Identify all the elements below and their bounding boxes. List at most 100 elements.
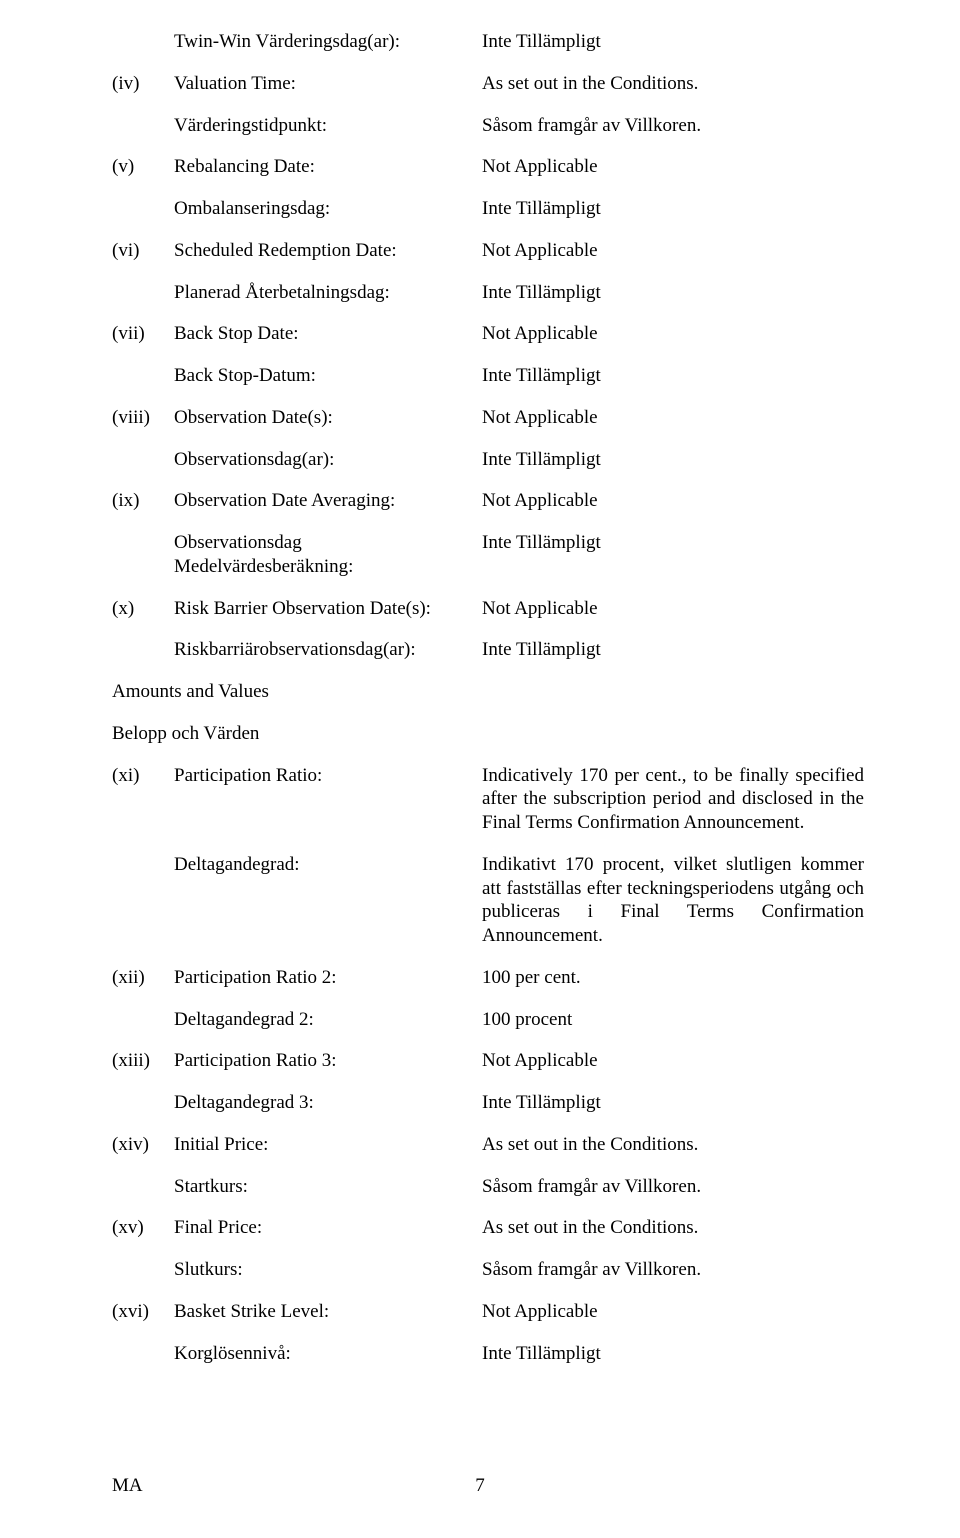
field-value: Not Applicable bbox=[482, 155, 864, 179]
field-label: Observation Date Averaging: bbox=[174, 489, 482, 513]
field-label: Final Price: bbox=[174, 1216, 482, 1240]
section-heading: Amounts and Values bbox=[112, 680, 864, 704]
field-value: Not Applicable bbox=[482, 406, 864, 430]
field-row: (v) Rebalancing Date: Not Applicable bbox=[112, 155, 864, 179]
field-row: (viii) Observation Date(s): Not Applicab… bbox=[112, 406, 864, 430]
numeral: (viii) bbox=[112, 406, 174, 430]
page-number: 7 bbox=[0, 1474, 960, 1498]
field-row: (xv) Final Price: As set out in the Cond… bbox=[112, 1216, 864, 1240]
numeral: (xvi) bbox=[112, 1300, 174, 1324]
field-row: (xiii) Participation Ratio 3: Not Applic… bbox=[112, 1049, 864, 1073]
field-label: Back Stop-Datum: bbox=[174, 364, 482, 388]
field-label: Startkurs: bbox=[174, 1175, 482, 1199]
numeral bbox=[112, 30, 174, 54]
field-label: Initial Price: bbox=[174, 1133, 482, 1157]
field-value: Inte Tillämpligt bbox=[482, 531, 864, 579]
field-value: Indikativt 170 procent, vilket slutligen… bbox=[482, 853, 864, 948]
numeral: (xi) bbox=[112, 764, 174, 835]
numeral bbox=[112, 1175, 174, 1199]
field-row: (xii) Participation Ratio 2: 100 per cen… bbox=[112, 966, 864, 990]
field-value: Inte Tillämpligt bbox=[482, 30, 864, 54]
field-row: (vi) Scheduled Redemption Date: Not Appl… bbox=[112, 239, 864, 263]
field-label: Valuation Time: bbox=[174, 72, 482, 96]
field-row: (xvi) Basket Strike Level: Not Applicabl… bbox=[112, 1300, 864, 1324]
field-label: Participation Ratio: bbox=[174, 764, 482, 835]
field-row: Observationsdag(ar): Inte Tillämpligt bbox=[112, 448, 864, 472]
numeral bbox=[112, 638, 174, 662]
field-label: Deltagandegrad 3: bbox=[174, 1091, 482, 1115]
field-row: Ombalanseringsdag: Inte Tillämpligt bbox=[112, 197, 864, 221]
field-value: Not Applicable bbox=[482, 322, 864, 346]
numeral bbox=[112, 281, 174, 305]
field-label: Participation Ratio 3: bbox=[174, 1049, 482, 1073]
field-value: 100 per cent. bbox=[482, 966, 864, 990]
field-value: Not Applicable bbox=[482, 1049, 864, 1073]
numeral bbox=[112, 853, 174, 948]
content-area: Twin-Win Värderingsdag(ar): Inte Tillämp… bbox=[112, 30, 864, 1383]
field-label: Observationsdag(ar): bbox=[174, 448, 482, 472]
field-row: (xi) Participation Ratio: Indicatively 1… bbox=[112, 764, 864, 835]
field-row: (x) Risk Barrier Observation Date(s): No… bbox=[112, 597, 864, 621]
field-value: Not Applicable bbox=[482, 239, 864, 263]
field-row: (ix) Observation Date Averaging: Not App… bbox=[112, 489, 864, 513]
field-row: Startkurs: Såsom framgår av Villkoren. bbox=[112, 1175, 864, 1199]
numeral: (vi) bbox=[112, 239, 174, 263]
page: Twin-Win Värderingsdag(ar): Inte Tillämp… bbox=[0, 0, 960, 1538]
field-row: Back Stop-Datum: Inte Tillämpligt bbox=[112, 364, 864, 388]
numeral bbox=[112, 364, 174, 388]
field-label: Ombalanseringsdag: bbox=[174, 197, 482, 221]
numeral: (x) bbox=[112, 597, 174, 621]
numeral bbox=[112, 1342, 174, 1366]
field-label: Basket Strike Level: bbox=[174, 1300, 482, 1324]
field-label: Scheduled Redemption Date: bbox=[174, 239, 482, 263]
field-row: Deltagandegrad: Indikativt 170 procent, … bbox=[112, 853, 864, 948]
field-value: Såsom framgår av Villkoren. bbox=[482, 114, 864, 138]
field-value: Inte Tillämpligt bbox=[482, 364, 864, 388]
field-row: Värderingstidpunkt: Såsom framgår av Vil… bbox=[112, 114, 864, 138]
field-row: (iv) Valuation Time: As set out in the C… bbox=[112, 72, 864, 96]
field-label: Twin-Win Värderingsdag(ar): bbox=[174, 30, 482, 54]
field-value: Indicatively 170 per cent., to be finall… bbox=[482, 764, 864, 835]
field-label: Värderingstidpunkt: bbox=[174, 114, 482, 138]
numeral: (ix) bbox=[112, 489, 174, 513]
field-value: As set out in the Conditions. bbox=[482, 1216, 864, 1240]
numeral bbox=[112, 114, 174, 138]
field-value: Not Applicable bbox=[482, 1300, 864, 1324]
field-label: Planerad Återbetalningsdag: bbox=[174, 281, 482, 305]
numeral: (v) bbox=[112, 155, 174, 179]
field-value: Såsom framgår av Villkoren. bbox=[482, 1258, 864, 1282]
field-row: (xiv) Initial Price: As set out in the C… bbox=[112, 1133, 864, 1157]
field-row: Twin-Win Värderingsdag(ar): Inte Tillämp… bbox=[112, 30, 864, 54]
field-row: Planerad Återbetalningsdag: Inte Tillämp… bbox=[112, 281, 864, 305]
numeral: (vii) bbox=[112, 322, 174, 346]
field-row: Deltagandegrad 2: 100 procent bbox=[112, 1008, 864, 1032]
field-value: Inte Tillämpligt bbox=[482, 1091, 864, 1115]
field-label: Slutkurs: bbox=[174, 1258, 482, 1282]
field-value: 100 procent bbox=[482, 1008, 864, 1032]
field-row: Deltagandegrad 3: Inte Tillämpligt bbox=[112, 1091, 864, 1115]
field-value: As set out in the Conditions. bbox=[482, 1133, 864, 1157]
field-row: (vii) Back Stop Date: Not Applicable bbox=[112, 322, 864, 346]
field-value: Inte Tillämpligt bbox=[482, 638, 864, 662]
numeral: (xv) bbox=[112, 1216, 174, 1240]
field-label: Rebalancing Date: bbox=[174, 155, 482, 179]
field-label: Korglösennivå: bbox=[174, 1342, 482, 1366]
field-value: Inte Tillämpligt bbox=[482, 448, 864, 472]
field-label: Back Stop Date: bbox=[174, 322, 482, 346]
numeral: (iv) bbox=[112, 72, 174, 96]
field-value: Inte Tillämpligt bbox=[482, 281, 864, 305]
numeral bbox=[112, 448, 174, 472]
numeral: (xii) bbox=[112, 966, 174, 990]
numeral bbox=[112, 1258, 174, 1282]
field-value: Not Applicable bbox=[482, 597, 864, 621]
field-label: Observationsdag Medelvärdesberäkning: bbox=[174, 531, 482, 579]
field-row: Observationsdag Medelvärdesberäkning: In… bbox=[112, 531, 864, 579]
field-value: Såsom framgår av Villkoren. bbox=[482, 1175, 864, 1199]
field-value: As set out in the Conditions. bbox=[482, 72, 864, 96]
field-value: Inte Tillämpligt bbox=[482, 197, 864, 221]
field-label: Deltagandegrad: bbox=[174, 853, 482, 948]
field-label: Deltagandegrad 2: bbox=[174, 1008, 482, 1032]
numeral bbox=[112, 531, 174, 579]
numeral: (xiii) bbox=[112, 1049, 174, 1073]
field-value: Not Applicable bbox=[482, 489, 864, 513]
